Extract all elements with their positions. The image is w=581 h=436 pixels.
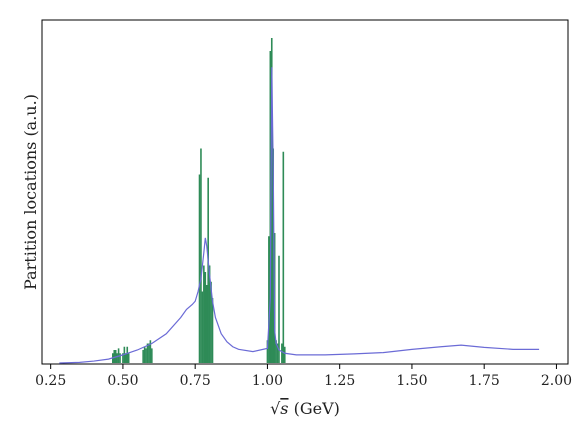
partition-markers [112, 38, 286, 363]
x-tick-label: 0.75 [180, 373, 211, 389]
x-axis-label-var: s [280, 399, 288, 418]
y-axis-label: Partition locations (a.u.) [21, 94, 40, 290]
x-axis-label-sqrt: √ [270, 399, 281, 418]
x-tick-label: 1.75 [469, 373, 500, 389]
plot-frame [41, 19, 569, 365]
cross-section-curve [59, 67, 540, 364]
x-tick-label: 2.00 [541, 373, 572, 389]
x-tick-label: 0.50 [107, 373, 138, 389]
x-tick-label: 1.00 [252, 373, 283, 389]
x-tick-label: 1.25 [324, 373, 355, 389]
x-axis-label: √s (GeV) [270, 399, 340, 418]
x-tick-label: 1.50 [396, 373, 427, 389]
x-axis-label-unit: (GeV) [289, 399, 340, 418]
x-tick-label: 0.25 [35, 373, 66, 389]
x-axis-ticks: 0.25 0.50 0.75 1.00 1.25 1.50 1.75 2.00 [35, 364, 572, 389]
